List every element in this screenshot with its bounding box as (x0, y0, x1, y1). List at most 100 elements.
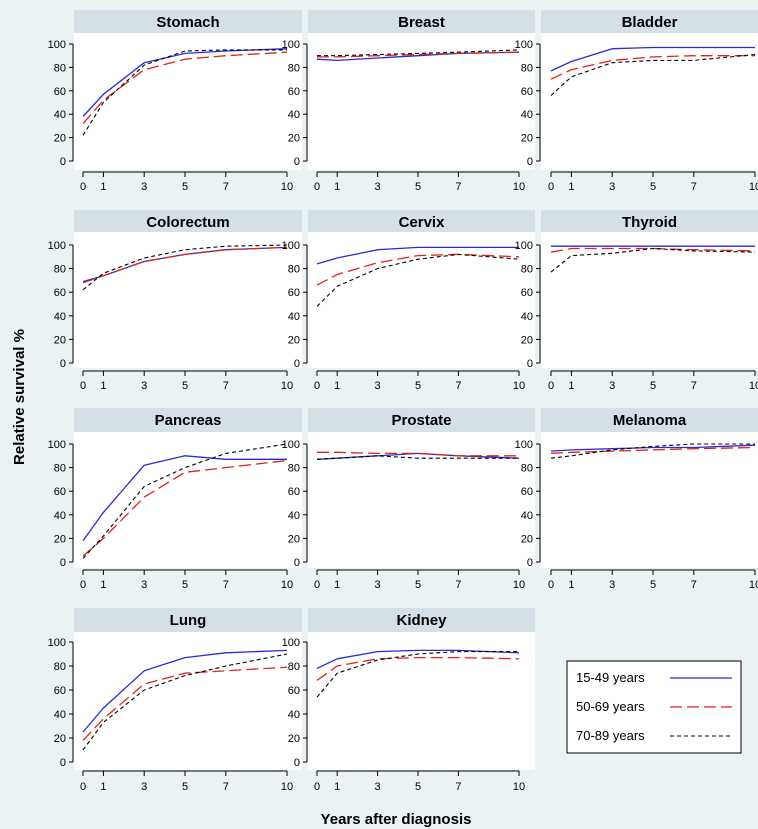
x-tick-label: 3 (375, 579, 381, 591)
plot-area (74, 632, 302, 770)
y-tick-label: 60 (288, 486, 300, 498)
y-tick-label: 100 (515, 240, 533, 252)
x-tick-label: 1 (100, 380, 106, 392)
y-tick-label: 80 (288, 264, 300, 276)
x-tick-label: 7 (455, 781, 461, 793)
series-line-50-69-years (316, 656, 520, 681)
y-tick-label: 100 (48, 39, 66, 51)
y-tick-label: 40 (288, 510, 300, 522)
x-tick-label: 0 (548, 380, 554, 392)
series-line-70-89-years (316, 455, 519, 460)
x-tick-label: 5 (415, 181, 421, 193)
y-tick-label: 80 (521, 264, 533, 276)
panel-header (541, 408, 758, 432)
y-tick-label: 60 (54, 486, 66, 498)
series-line-15-49-years (82, 649, 288, 733)
series-line-15-49-years (316, 649, 520, 669)
plot-area (308, 33, 535, 170)
x-tick-label: 7 (455, 380, 461, 392)
plot-area (74, 232, 302, 368)
x-tick-label: 7 (691, 181, 697, 193)
y-tick-label: 100 (48, 637, 66, 649)
legend-label: 70-89 years (576, 728, 645, 743)
y-tick-label: 100 (515, 39, 533, 51)
series-line-70-89-years (550, 53, 756, 96)
y-axis-label: Relative survival % (11, 329, 28, 465)
panel-header (308, 408, 535, 432)
series-line-50-69-years (550, 446, 756, 455)
x-tick-label: 3 (375, 181, 381, 193)
x-tick-label: 0 (314, 181, 320, 193)
panel-melanoma: Melanoma 0 20 40 60 80 100 0 1 3 5 7 10 (515, 408, 758, 591)
x-tick-label: 3 (609, 380, 615, 392)
panel-title: Thyroid (622, 214, 677, 231)
y-tick-label: 0 (60, 358, 66, 370)
y-tick-label: 20 (54, 133, 66, 145)
x-tick-label: 3 (375, 380, 381, 392)
panel-stomach: Stomach 0 20 40 60 80 100 0 1 3 5 7 10 (48, 10, 302, 193)
series-line-15-49-years (316, 51, 520, 62)
y-tick-label: 100 (48, 240, 66, 252)
y-tick-label: 60 (54, 685, 66, 697)
x-tick-label: 10 (281, 579, 293, 591)
y-tick-label: 60 (521, 86, 533, 98)
series-line-50-69-years (550, 55, 755, 80)
panel-title: Cervix (399, 214, 446, 231)
x-tick-label: 10 (281, 380, 293, 392)
x-tick-label: 0 (314, 579, 320, 591)
x-tick-label: 10 (513, 781, 525, 793)
x-axis-label: Years after diagnosis (321, 811, 472, 828)
x-tick-label: 3 (141, 781, 147, 793)
y-tick-label: 60 (288, 86, 300, 98)
plot-area (308, 632, 535, 770)
panel-title: Breast (398, 14, 445, 31)
panel-header (541, 210, 758, 232)
y-tick-label: 40 (54, 311, 66, 323)
panel-title: Bladder (622, 14, 678, 31)
x-tick-label: 0 (80, 781, 86, 793)
x-tick-label: 10 (513, 181, 525, 193)
y-tick-label: 0 (527, 557, 533, 569)
series-line-70-89-years (82, 49, 287, 136)
y-tick-label: 40 (54, 510, 66, 522)
y-tick-label: 100 (282, 39, 300, 51)
y-tick-label: 100 (282, 240, 300, 252)
x-tick-label: 10 (513, 380, 525, 392)
y-tick-label: 0 (527, 156, 533, 168)
y-tick-label: 40 (54, 709, 66, 721)
y-tick-label: 20 (521, 334, 533, 346)
y-tick-label: 40 (521, 109, 533, 121)
panel-colorectum: Colorectum 0 20 40 60 80 100 0 1 3 5 7 10 (48, 210, 302, 392)
y-tick-label: 0 (60, 156, 66, 168)
x-tick-label: 5 (182, 579, 188, 591)
x-tick-label: 7 (223, 181, 229, 193)
x-tick-label: 5 (415, 579, 421, 591)
y-tick-label: 40 (288, 709, 300, 721)
x-tick-label: 3 (375, 781, 381, 793)
panel-header (308, 10, 535, 33)
y-tick-label: 100 (48, 439, 66, 451)
y-tick-label: 20 (521, 133, 533, 145)
plot-area (308, 432, 535, 568)
y-tick-label: 40 (288, 109, 300, 121)
x-tick-label: 1 (334, 579, 340, 591)
y-tick-label: 80 (288, 661, 300, 673)
x-tick-label: 10 (749, 579, 758, 591)
x-tick-label: 3 (141, 380, 147, 392)
panel-header (308, 210, 535, 232)
legend: 15-49 years 50-69 years 70-89 years (566, 660, 742, 754)
x-tick-label: 7 (691, 380, 697, 392)
y-tick-label: 0 (60, 557, 66, 569)
y-tick-label: 60 (521, 486, 533, 498)
y-tick-label: 40 (521, 510, 533, 522)
series-line-15-49-years (550, 46, 755, 72)
x-tick-label: 5 (182, 181, 188, 193)
x-tick-label: 1 (100, 579, 106, 591)
x-tick-label: 5 (182, 781, 188, 793)
y-tick-label: 80 (54, 463, 66, 475)
x-tick-label: 10 (749, 380, 758, 392)
legend-label: 15-49 years (576, 670, 645, 685)
y-tick-label: 0 (294, 156, 300, 168)
